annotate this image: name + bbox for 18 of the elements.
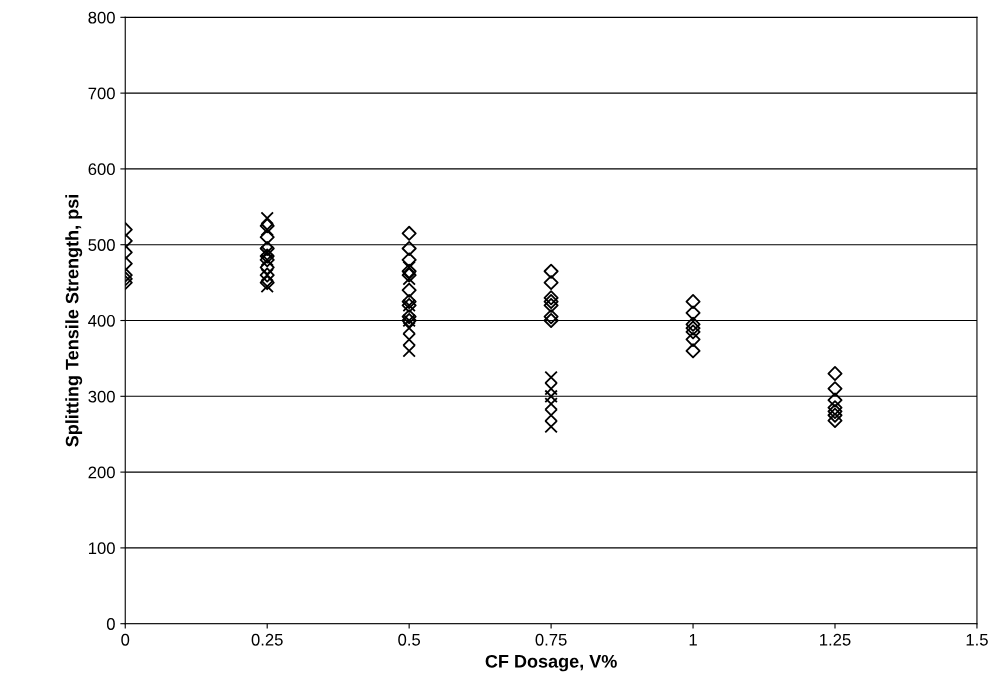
x-tick-label: 0.5 (398, 633, 421, 646)
y-tick-label: 0 (106, 618, 115, 630)
y-axis-title: Splitting Tensile Strength, psi (65, 195, 83, 447)
y-tick-label: 800 (88, 11, 115, 24)
y-tick-label: 500 (88, 239, 115, 251)
x-axis-title: CF Dosage, V% (485, 654, 617, 672)
y-tick-label: 100 (88, 542, 115, 555)
x-tick-label: 1.25 (820, 633, 851, 646)
x-tick-label: 0.75 (535, 633, 567, 646)
y-tick-label: 200 (88, 466, 115, 479)
x-tick-label: 1.5 (966, 634, 988, 646)
y-tick-label: 400 (88, 314, 115, 327)
x-tick-label: 0.25 (251, 633, 283, 646)
x-tick-label: 0 (121, 633, 130, 646)
y-tick-label: 700 (88, 87, 115, 100)
y-tick-label: 300 (88, 390, 115, 403)
y-tick-label: 600 (88, 163, 115, 176)
x-tick-label: 1 (689, 634, 697, 646)
